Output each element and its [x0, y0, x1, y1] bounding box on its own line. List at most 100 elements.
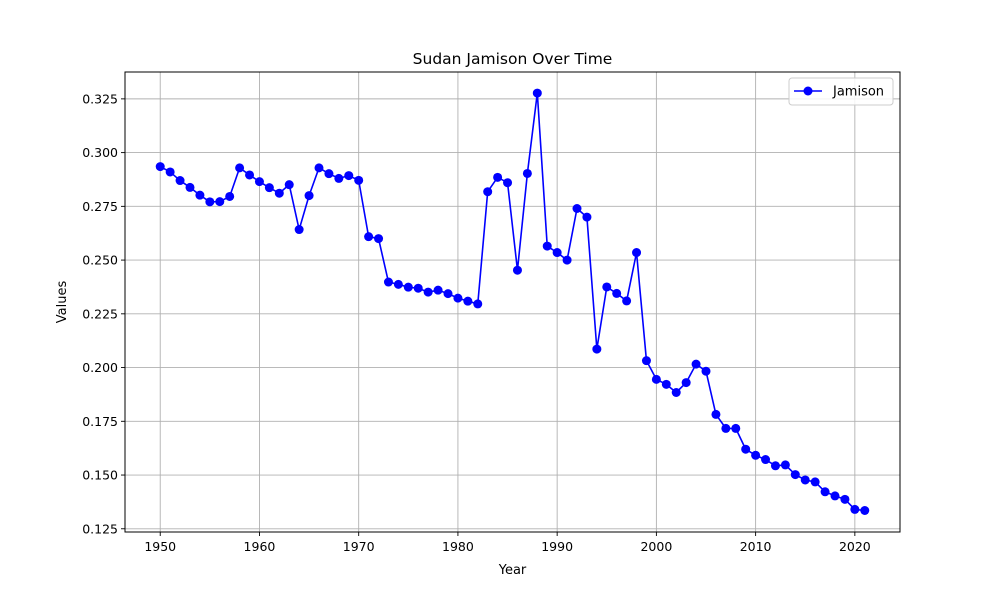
x-tick-label: 1960 [244, 539, 276, 554]
data-point [354, 175, 364, 185]
data-point [383, 277, 393, 287]
data-point [374, 234, 384, 244]
data-point [294, 225, 304, 235]
chart-title: Sudan Jamison Over Time [413, 50, 613, 68]
legend: Jamison [788, 77, 894, 106]
y-tick-label: 0.150 [82, 468, 118, 483]
data-point [453, 293, 463, 303]
data-point [592, 344, 602, 354]
data-point [820, 487, 830, 497]
data-point [641, 356, 651, 366]
data-point [225, 191, 235, 201]
data-point [334, 173, 344, 183]
series-layer [155, 88, 870, 515]
data-point [413, 283, 423, 293]
data-point [344, 171, 354, 181]
y-tick-label: 0.250 [82, 253, 118, 268]
data-point [830, 491, 840, 501]
data-point [612, 288, 622, 298]
x-tick-label: 1990 [541, 539, 573, 554]
data-point [741, 444, 751, 454]
y-tick-label: 0.225 [82, 306, 118, 321]
data-point [423, 287, 433, 297]
x-tick-label: 1950 [144, 539, 176, 554]
data-point [622, 296, 632, 306]
data-point [542, 241, 552, 251]
data-point [681, 378, 691, 388]
data-point [175, 176, 185, 186]
data-point [632, 248, 642, 258]
data-point [443, 289, 453, 299]
data-point [205, 197, 215, 207]
data-point [403, 282, 413, 292]
data-point [304, 191, 314, 201]
x-axis-title: Year [498, 563, 527, 578]
data-point [473, 299, 483, 309]
data-point [770, 461, 780, 471]
data-point [215, 197, 225, 207]
y-tick-label: 0.275 [82, 199, 118, 214]
data-point [274, 188, 284, 198]
data-point [483, 187, 493, 197]
data-point [512, 265, 522, 275]
data-point [840, 494, 850, 504]
y-tick-label: 0.175 [82, 414, 118, 429]
legend-box [788, 77, 894, 106]
data-point [602, 282, 612, 292]
data-point [254, 177, 264, 187]
data-point [463, 296, 473, 306]
data-point [324, 169, 334, 179]
data-point [493, 172, 503, 182]
data-point [185, 182, 195, 192]
y-axis-title: Values [55, 281, 70, 324]
data-point [572, 204, 582, 213]
data-point [314, 163, 324, 173]
data-point [155, 162, 165, 172]
y-tick-label: 0.300 [82, 145, 118, 160]
data-point [393, 279, 403, 289]
legend-marker-swatch [803, 86, 813, 96]
x-tick-label: 2000 [640, 539, 672, 554]
data-point [165, 167, 175, 177]
data-point [552, 248, 562, 258]
data-point [651, 374, 661, 384]
x-tick-label: 1980 [442, 539, 474, 554]
x-tick-label: 1970 [343, 539, 375, 554]
data-point [671, 388, 681, 397]
legend-label-jamison: Jamison [832, 85, 884, 100]
y-tick-label: 0.200 [82, 360, 118, 375]
x-tick-label: 2010 [740, 539, 772, 554]
data-point [780, 460, 790, 470]
plot-frame [124, 71, 901, 533]
data-point [522, 168, 532, 178]
data-point [721, 423, 731, 433]
data-point [860, 506, 870, 515]
data-point [810, 477, 820, 487]
data-point [562, 255, 572, 265]
data-point [761, 455, 771, 465]
data-point [264, 183, 274, 193]
data-point [691, 359, 701, 369]
data-point [800, 475, 810, 485]
data-point [364, 232, 374, 242]
data-point [195, 190, 205, 200]
grid [125, 72, 900, 532]
data-point [751, 450, 761, 460]
ticks: 1950 1960 1970 1980 1990 2000 2010 2020 0.125 0.1… [82, 91, 871, 554]
y-tick-label: 0.125 [82, 521, 118, 536]
data-point [433, 285, 443, 295]
data-point [235, 163, 245, 173]
data-point [245, 170, 255, 180]
data-point [284, 180, 294, 190]
data-point [711, 409, 721, 419]
data-point [532, 88, 542, 98]
y-tick-label: 0.325 [82, 91, 118, 106]
data-point [731, 423, 741, 433]
data-point [582, 212, 592, 222]
x-tick-label: 2020 [839, 539, 871, 554]
data-point [850, 504, 860, 514]
data-point [701, 366, 711, 376]
data-point [503, 178, 513, 188]
data-point [790, 470, 800, 480]
